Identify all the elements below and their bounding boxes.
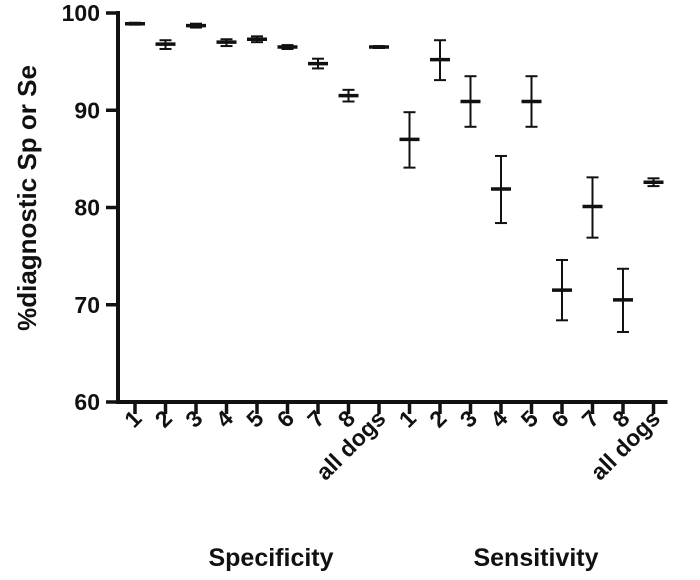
- x-tick-label: 7: [577, 405, 604, 432]
- x-tick-label: 4: [211, 405, 239, 433]
- x-tick-label: 5: [241, 405, 269, 433]
- x-tick-label: 1: [394, 405, 422, 433]
- x-tick-label: 2: [424, 405, 451, 432]
- y-tick-label: 70: [74, 292, 100, 318]
- x-tick-label: 4: [485, 405, 513, 433]
- x-tick-label: 6: [272, 405, 299, 432]
- y-axis-title: %diagnostic Sp or Se: [12, 65, 42, 331]
- y-tick-label: 90: [74, 97, 100, 123]
- x-tick-label: 5: [516, 405, 544, 433]
- x-tick-label: 2: [150, 405, 177, 432]
- y-tick-label: 80: [74, 195, 100, 221]
- group-label-specificity: Specificity: [208, 544, 333, 572]
- x-tick-label: 1: [119, 405, 147, 433]
- y-axis: 60 70 80 90 100: [62, 0, 120, 415]
- x-tick-label: 3: [455, 405, 482, 432]
- x-tick-label: 6: [546, 405, 573, 432]
- data-marks: [125, 21, 664, 333]
- y-tick-label: 100: [62, 0, 100, 26]
- group-label-sensitivity: Sensitivity: [473, 544, 598, 572]
- x-tick-label: 3: [180, 405, 207, 432]
- x-tick-label: 7: [302, 405, 329, 432]
- y-tick-label: 60: [74, 389, 100, 415]
